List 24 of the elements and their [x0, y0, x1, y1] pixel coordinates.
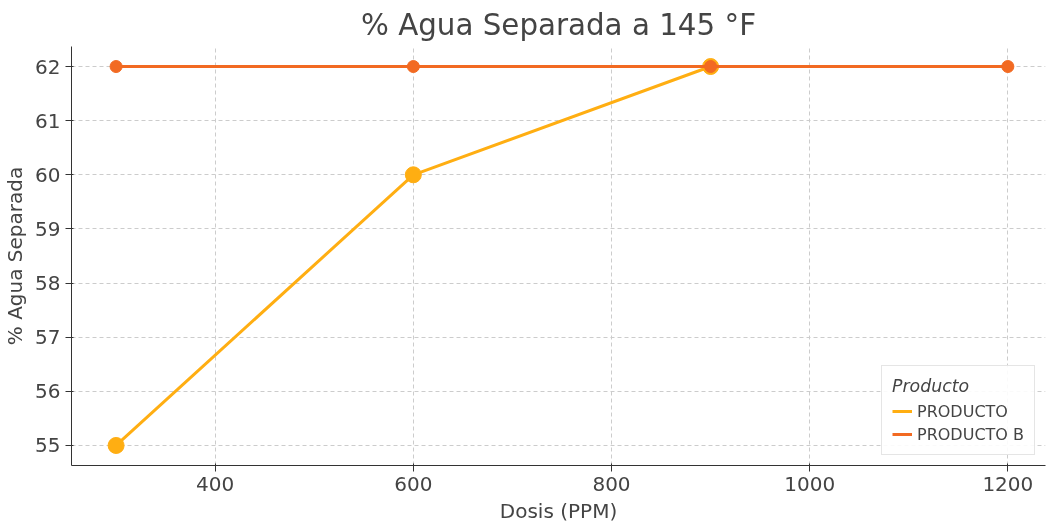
x-tick-label: 1200 — [982, 471, 1034, 496]
x-axis-title: Dosis (PPM) — [499, 498, 618, 523]
y-tick-label: 56 — [35, 379, 61, 404]
y-tick-label: 58 — [35, 271, 61, 296]
point — [109, 60, 123, 74]
y-tick-label: 62 — [35, 54, 61, 79]
legend-title: Producto — [892, 376, 971, 396]
y-tick-label: 55 — [35, 433, 61, 458]
point — [107, 436, 125, 454]
legend-label: PRODUCTO B — [917, 424, 1024, 444]
y-tick-label: 61 — [35, 108, 61, 133]
point — [1001, 60, 1015, 74]
x-tick-label: 800 — [592, 471, 631, 496]
x-tick-label: 400 — [196, 471, 235, 496]
x-tick-label: 600 — [394, 471, 433, 496]
y-tick-label: 59 — [35, 216, 61, 241]
x-tick-label: 1000 — [784, 471, 836, 496]
y-tick-label: 60 — [35, 162, 61, 187]
point — [404, 166, 422, 184]
legend-label: PRODUCTO — [917, 401, 1008, 421]
y-tick-label: 57 — [35, 325, 61, 350]
point — [406, 60, 420, 74]
chart-title: % Agua Separada a 145 °F — [360, 7, 757, 42]
y-axis-title: % Agua Separada — [3, 166, 28, 346]
